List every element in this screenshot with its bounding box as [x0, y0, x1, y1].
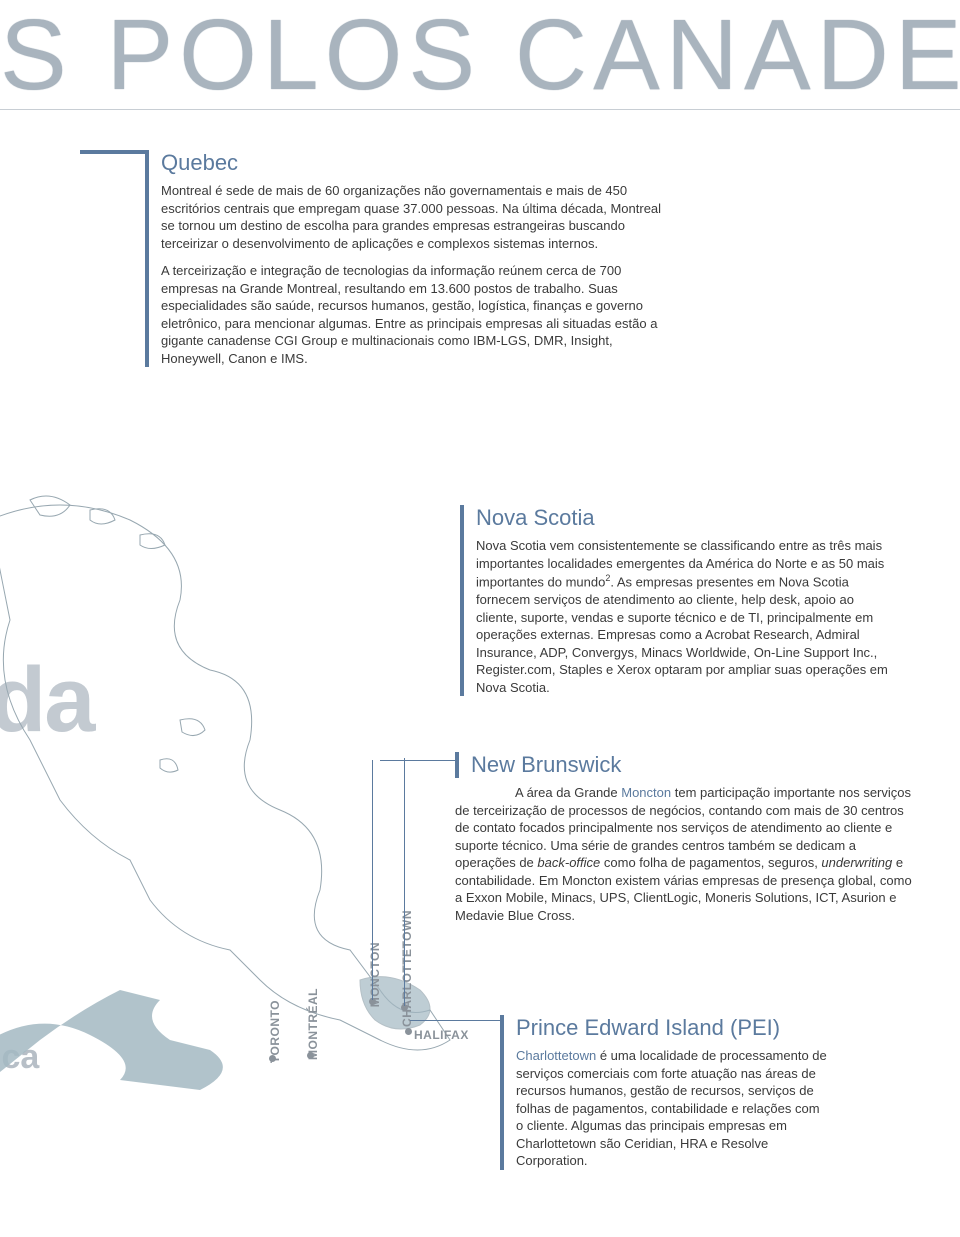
heading-newbrunswick: New Brunswick [471, 752, 915, 778]
novascotia-p1: Nova Scotia vem consistentemente se clas… [476, 537, 890, 696]
nb-city: Moncton [621, 785, 671, 800]
nb-p1c: como folha de pagamentos, seguros, [600, 855, 821, 870]
connector-charlottetown [404, 758, 405, 1006]
map-islands-1 [30, 496, 165, 549]
city-dot-toronto [269, 1055, 276, 1062]
pei-p1: Charlottetown é uma localidade de proces… [516, 1047, 830, 1170]
city-label-toronto: TORONTO [268, 1000, 282, 1063]
section-newbrunswick-lead: New Brunswick [455, 752, 915, 778]
lead-line-quebec [80, 150, 145, 154]
banner-text: S POLOS CANADENSES [0, 0, 960, 110]
section-novascotia: Nova Scotia Nova Scotia vem consistentem… [460, 505, 890, 706]
city-dot-montreal [307, 1052, 314, 1059]
section-quebec-lead: Quebec Montreal é sede de mais de 60 org… [145, 150, 675, 367]
page-banner: S POLOS CANADENSES [0, 0, 960, 110]
city-label-halifax: HALIFAX [414, 1028, 469, 1042]
heading-novascotia: Nova Scotia [476, 505, 890, 531]
section-newbrunswick: New Brunswick A área da Grande Moncton t… [455, 752, 915, 934]
newbrunswick-p1: A área da Grande Moncton tem participaçã… [455, 784, 915, 924]
heading-quebec: Quebec [161, 150, 675, 176]
quebec-p2: A terceirização e integração de tecnolog… [161, 262, 675, 367]
pei-city: Charlottetown [516, 1048, 596, 1063]
connector-nb-h [380, 760, 455, 761]
nb-italic1: back-office [537, 855, 600, 870]
city-label-montreal: MONTRÉAL [306, 988, 320, 1060]
map-water [0, 990, 223, 1090]
map-islands-2 [160, 719, 205, 772]
connector-pei-h [410, 1020, 500, 1021]
nb-italic2: underwriting [821, 855, 892, 870]
connector-moncton [372, 760, 373, 1000]
section-pei-lead: Prince Edward Island (PEI) Charlottetown… [500, 1015, 830, 1170]
map-land-main [0, 505, 450, 1050]
section-novascotia-lead: Nova Scotia Nova Scotia vem consistentem… [460, 505, 890, 696]
city-dot-halifax [405, 1028, 412, 1035]
heading-pei: Prince Edward Island (PEI) [516, 1015, 830, 1041]
section-quebec: Quebec Montreal é sede de mais de 60 org… [145, 150, 675, 377]
nb-p1a: A área da Grande [455, 785, 621, 800]
novascotia-p1b: . As empresas presentes em Nova Scotia f… [476, 574, 888, 694]
pei-p1-text: é uma localidade de processamento de ser… [516, 1048, 827, 1168]
section-pei: Prince Edward Island (PEI) Charlottetown… [500, 1015, 830, 1180]
quebec-p1: Montreal é sede de mais de 60 organizaçõ… [161, 182, 675, 252]
